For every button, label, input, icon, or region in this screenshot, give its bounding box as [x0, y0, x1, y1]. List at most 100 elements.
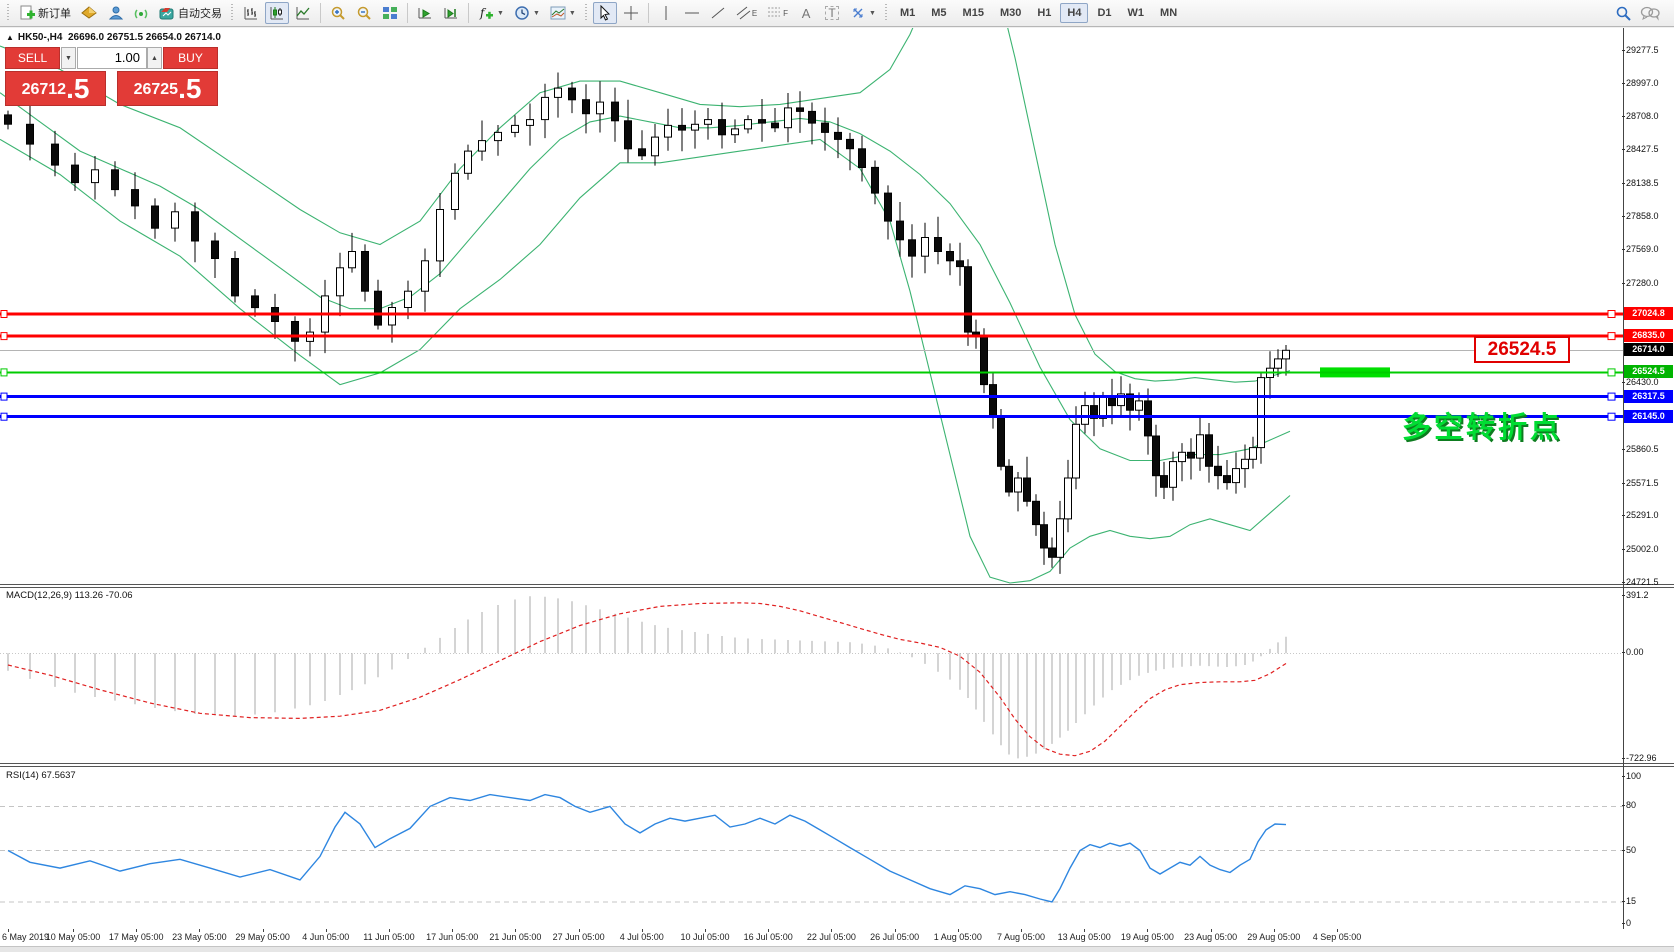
arrows-button[interactable]: ▼ — [846, 2, 880, 24]
collapse-arrow-icon[interactable]: ▲ — [6, 33, 14, 42]
indicators-button[interactable]: f ▼ — [474, 2, 508, 24]
price-tick-label: 24721.5 — [1622, 577, 1659, 587]
one-click-trade-panel: SELL ▼ 1.00 ▲ BUY 26712.5 26725.5 — [5, 47, 218, 106]
macd-tick-label: 0.00 — [1622, 647, 1644, 657]
zoom-in-icon — [330, 5, 346, 21]
tf-m15[interactable]: M15 — [962, 7, 984, 19]
toolbar-drag-handle[interactable] — [883, 4, 889, 22]
new-order-button[interactable]: 新订单 — [15, 2, 75, 24]
bar-chart-button[interactable] — [239, 2, 263, 24]
date-label: 10 Jul 05:00 — [680, 932, 730, 942]
auto-scroll-button[interactable] — [413, 2, 437, 24]
price-axis-border — [1623, 28, 1624, 929]
volume-field[interactable]: 1.00 — [77, 47, 147, 69]
cursor-button[interactable] — [592, 2, 617, 24]
date-label: 6 May 2019 — [2, 932, 50, 942]
sell-button[interactable]: SELL — [5, 47, 60, 69]
tf-h1[interactable]: H1 — [1037, 7, 1052, 19]
toolbar-drag-handle[interactable] — [6, 4, 11, 22]
zoom-out-button[interactable] — [352, 2, 376, 24]
tf-m1[interactable]: M1 — [899, 7, 916, 19]
macd-canvas[interactable] — [0, 588, 1623, 763]
text-label-button[interactable]: T — [820, 2, 844, 24]
time-axis[interactable]: 6 May 2019 10 May 05:00 17 May 05:00 23 May… — [0, 929, 1674, 946]
price-tick-label: 25002.0 — [1622, 544, 1659, 554]
date-tick — [73, 929, 74, 932]
candlestick-chart-button[interactable] — [265, 2, 289, 24]
rsi-tick-label: 80 — [1621, 800, 1637, 810]
rsi-pane[interactable]: RSI(14) 67.5637 — [0, 768, 1623, 929]
turning-point-annotation[interactable]: 多空转折点 — [1402, 412, 1563, 444]
vertical-line-button[interactable] — [654, 2, 678, 24]
crosshair-button[interactable] — [619, 2, 643, 24]
price-annotation-box[interactable]: 26524.5 — [1474, 336, 1570, 363]
date-label: 11 Jun 05:00 — [363, 932, 415, 942]
zoom-out-icon — [356, 5, 372, 21]
periods-button[interactable]: ▼ — [510, 2, 544, 24]
tf-m30[interactable]: M30 — [999, 7, 1022, 19]
text-button[interactable]: A — [794, 2, 818, 24]
macd-pane[interactable]: MACD(12,26,9) 113.26 -70.06 — [0, 588, 1623, 763]
date-label: 4 Jul 05:00 — [619, 932, 664, 942]
price-integer: 26712 — [21, 81, 67, 98]
toolbar-drag-handle[interactable] — [230, 4, 235, 22]
gold-icon — [81, 5, 97, 21]
chat-icon[interactable] — [1640, 5, 1660, 21]
date-tick — [199, 929, 201, 932]
price-line-label: 26317.5 — [1624, 390, 1673, 403]
signals-button[interactable] — [129, 2, 153, 24]
date-label: 19 Aug 05:00 — [1120, 932, 1174, 942]
rsi-canvas[interactable] — [0, 768, 1623, 929]
macd-tick-label: -722.96 — [1622, 753, 1657, 763]
date-tick — [515, 929, 517, 932]
date-label: 4 Sep 05:00 — [1312, 932, 1362, 942]
community-button[interactable] — [103, 2, 127, 24]
tf-m5[interactable]: M5 — [931, 7, 947, 19]
pane-separator[interactable] — [0, 587, 1674, 588]
chart-shift-button[interactable] — [439, 2, 463, 24]
date-label: 16 Jul 05:00 — [743, 932, 793, 942]
new-order-icon — [19, 5, 35, 21]
volume-up-button[interactable]: ▲ — [147, 47, 162, 69]
pane-separator[interactable] — [0, 763, 1674, 764]
main-chart-pane[interactable]: ▲ HK50-,H4 26696.0 26751.5 26654.0 26714.… — [0, 28, 1623, 584]
sell-price-button[interactable]: 26712.5 — [5, 71, 106, 106]
tf-mn[interactable]: MN — [1160, 7, 1178, 19]
pane-separator[interactable] — [0, 766, 1674, 767]
tf-w1[interactable]: W1 — [1127, 7, 1145, 19]
zoom-in-button[interactable] — [326, 2, 350, 24]
rsi-axis[interactable]: 100 80 50 15 0 — [1621, 768, 1674, 929]
tf-h4[interactable]: H4 — [1060, 3, 1089, 23]
volume-down-button[interactable]: ▼ — [61, 47, 76, 69]
autotrading-button[interactable]: 自动交易 — [155, 2, 226, 24]
price-line-label: 26145.0 — [1624, 410, 1673, 423]
price-chart-canvas[interactable] — [0, 28, 1623, 584]
date-tick — [768, 929, 770, 932]
pane-separator[interactable] — [0, 584, 1674, 585]
date-tick — [1337, 929, 1338, 932]
equidistant-channel-button[interactable]: E — [732, 2, 761, 24]
buy-button[interactable]: BUY — [163, 47, 218, 69]
trendline-button[interactable] — [706, 2, 730, 24]
buy-price-button[interactable]: 26725.5 — [117, 71, 218, 106]
date-label: 29 Aug 05:00 — [1247, 932, 1301, 942]
tf-d1[interactable]: D1 — [1097, 7, 1112, 19]
tile-windows-button[interactable] — [378, 2, 402, 24]
search-icon[interactable] — [1615, 5, 1632, 22]
metaeditor-button[interactable] — [77, 2, 101, 24]
date-label: 17 May 05:00 — [108, 932, 164, 942]
line-chart-button[interactable] — [291, 2, 315, 24]
templates-button[interactable]: ▼ — [546, 2, 580, 24]
line-chart-icon — [295, 5, 311, 21]
price-axis[interactable]: 29277.5 28997.0 28708.0 28427.5 28138.5 27858… — [1622, 28, 1674, 587]
macd-axis[interactable]: 391.2 0.00 -722.96 — [1622, 588, 1674, 763]
person-icon — [107, 5, 123, 21]
fibonacci-button[interactable]: F — [763, 2, 792, 24]
price-big-digit: .5 — [178, 73, 202, 104]
date-label: 22 Jul 05:00 — [806, 932, 856, 942]
date-tick — [894, 929, 896, 932]
label-icon: T — [825, 6, 839, 20]
horizontal-line-button[interactable] — [680, 2, 704, 24]
chart-window: ▲ HK50-,H4 26696.0 26751.5 26654.0 26714.… — [0, 28, 1674, 952]
toolbar-drag-handle[interactable] — [583, 4, 589, 22]
